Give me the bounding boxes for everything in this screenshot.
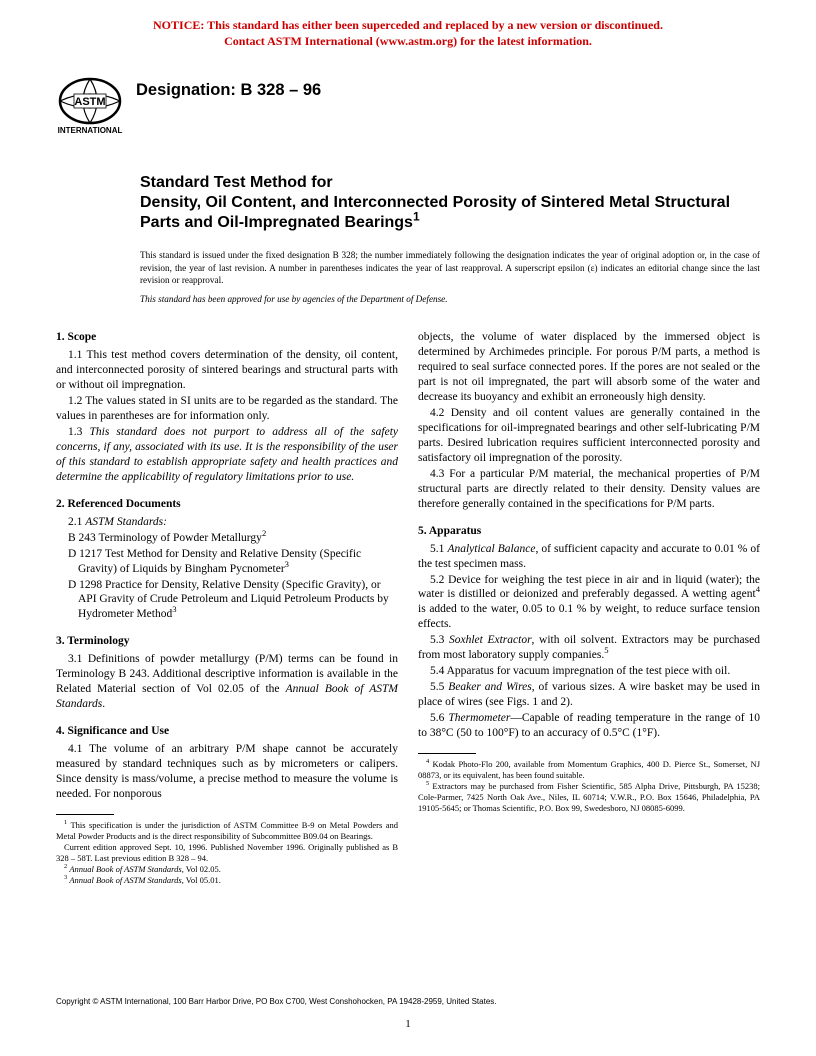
para: 5.1 Analytical Balance, of sufficient ca…	[418, 542, 760, 572]
para: 5.5 Beaker and Wires, of various sizes. …	[418, 680, 760, 710]
astm-logo: ASTM INTERNATIONAL	[56, 77, 124, 137]
notice-line1: NOTICE: This standard has either been su…	[0, 18, 816, 34]
ref-item: D 1298 Practice for Density, Relative De…	[56, 578, 398, 623]
footnote-separator	[56, 814, 114, 815]
para: 5.3 Soxhlet Extractor, with oil solvent.…	[418, 633, 760, 663]
body-columns: 1. Scope 1.1 This test method covers det…	[0, 330, 816, 886]
footnote-separator	[418, 753, 476, 754]
footnote: 4 Kodak Photo-Flo 200, available from Mo…	[418, 759, 760, 781]
para: 5.6 Thermometer—Capable of reading tempe…	[418, 711, 760, 741]
para: 3.1 Definitions of powder metallurgy (P/…	[56, 652, 398, 712]
scope-heading: 1. Scope	[56, 330, 398, 345]
header: ASTM INTERNATIONAL Designation: B 328 – …	[0, 77, 816, 137]
footnote: 1 This specification is under the jurisd…	[56, 820, 398, 842]
right-column: objects, the volume of water displaced b…	[418, 330, 760, 886]
ref-item: D 1217 Test Method for Density and Relat…	[56, 547, 398, 577]
title-block: Standard Test Method for Density, Oil Co…	[0, 173, 816, 233]
svg-text:ASTM: ASTM	[74, 96, 105, 108]
title-pre: Standard Test Method for	[140, 173, 760, 193]
para: 1.3 This standard does not purport to ad…	[56, 425, 398, 485]
copyright: Copyright © ASTM International, 100 Barr…	[56, 997, 497, 1006]
significance-heading: 4. Significance and Use	[56, 724, 398, 739]
para: 1.2 The values stated in SI units are to…	[56, 394, 398, 424]
page-number: 1	[0, 1018, 816, 1030]
footnote: 2 Annual Book of ASTM Standards, Vol 02.…	[56, 864, 398, 875]
refdocs-heading: 2. Referenced Documents	[56, 497, 398, 512]
para: 4.3 For a particular P/M material, the m…	[418, 467, 760, 512]
left-column: 1. Scope 1.1 This test method covers det…	[56, 330, 398, 886]
designation: Designation: B 328 – 96	[136, 81, 321, 100]
svg-text:INTERNATIONAL: INTERNATIONAL	[58, 126, 123, 135]
footnote: Current edition approved Sept. 10, 1996.…	[56, 842, 398, 864]
para: 5.2 Device for weighing the test piece i…	[418, 573, 760, 633]
para: objects, the volume of water displaced b…	[418, 330, 760, 405]
footnote: 5 Extractors may be purchased from Fishe…	[418, 781, 760, 814]
para: 4.1 The volume of an arbitrary P/M shape…	[56, 742, 398, 802]
para: 5.4 Apparatus for vacuum impregnation of…	[418, 664, 760, 679]
dod-note: This standard has been approved for use …	[0, 294, 816, 304]
title-main: Density, Oil Content, and Interconnected…	[140, 193, 760, 233]
para: 4.2 Density and oil content values are g…	[418, 406, 760, 466]
para: 1.1 This test method covers determinatio…	[56, 348, 398, 393]
notice-banner: NOTICE: This standard has either been su…	[0, 0, 816, 49]
apparatus-heading: 5. Apparatus	[418, 524, 760, 539]
para: 2.1 ASTM Standards:	[56, 515, 398, 530]
ref-item: B 243 Terminology of Powder Metallurgy2	[56, 531, 398, 546]
terminology-heading: 3. Terminology	[56, 634, 398, 649]
notice-line2: Contact ASTM International (www.astm.org…	[0, 34, 816, 50]
footnote: 3 Annual Book of ASTM Standards, Vol 05.…	[56, 875, 398, 886]
issuance-note: This standard is issued under the fixed …	[0, 249, 816, 286]
